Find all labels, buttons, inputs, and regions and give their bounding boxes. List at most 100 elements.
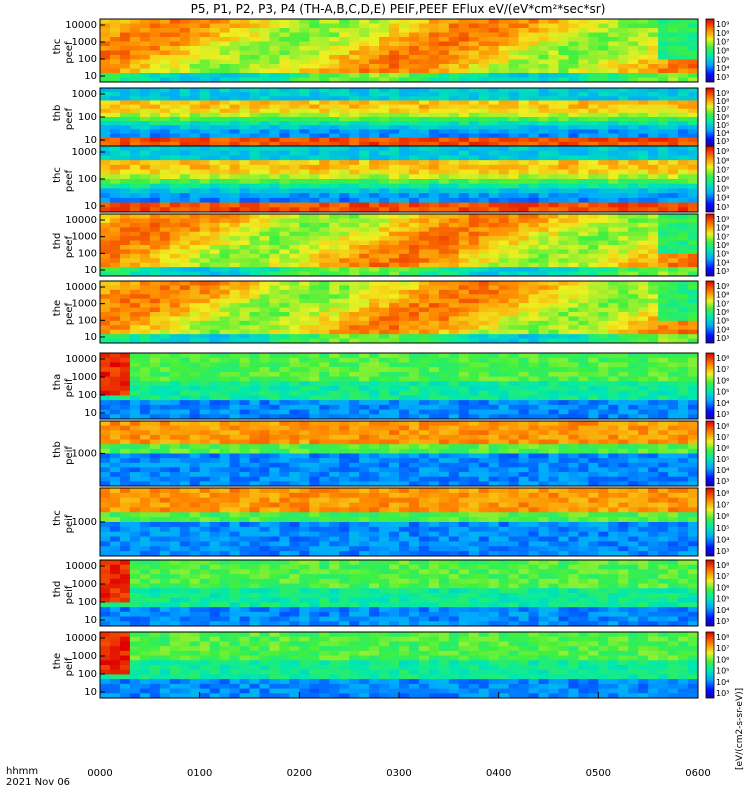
heatmap-cell	[129, 179, 141, 185]
heatmap-cell	[269, 77, 280, 83]
heatmap-cell	[119, 108, 131, 114]
heatmap-cell	[648, 298, 659, 304]
heatmap-cell	[399, 150, 410, 156]
heatmap-cell	[428, 146, 440, 152]
heatmap-cell	[399, 207, 410, 213]
heatmap-cell	[129, 285, 141, 291]
heatmap-cell	[428, 312, 440, 317]
heatmap-cell	[359, 289, 370, 295]
heatmap-cell	[199, 55, 211, 60]
heatmap-cell	[239, 23, 250, 29]
heatmap-cell	[578, 129, 589, 135]
heatmap-cell	[528, 390, 540, 396]
heatmap-cell	[428, 376, 440, 382]
heatmap-cell	[199, 381, 211, 387]
heatmap-cell	[418, 312, 430, 317]
heatmap-cell	[219, 28, 231, 33]
heatmap-cell	[239, 207, 250, 213]
heatmap-cell	[219, 381, 231, 387]
heatmap-cell	[339, 307, 350, 313]
heatmap-cell	[478, 150, 490, 156]
heatmap-cell	[448, 23, 460, 29]
heatmap-cell	[658, 222, 669, 228]
heatmap-cell	[100, 381, 111, 387]
heatmap-cell	[568, 141, 579, 147]
heatmap-cell	[418, 325, 430, 331]
heatmap-cell	[329, 381, 340, 387]
heatmap-cell	[159, 59, 171, 65]
heatmap-cell	[498, 231, 510, 237]
heatmap-cell	[498, 108, 510, 114]
heatmap-cell	[418, 400, 430, 406]
heatmap-cell	[269, 73, 280, 78]
heatmap-cell	[628, 23, 639, 29]
heatmap-cell	[688, 386, 699, 392]
heatmap-cell	[119, 197, 131, 204]
heatmap-cell	[389, 262, 400, 268]
heatmap-cell	[598, 334, 609, 340]
heatmap-cell	[309, 50, 320, 56]
heatmap-cell	[488, 262, 500, 268]
heatmap-cell	[438, 133, 450, 139]
heatmap-cell	[100, 146, 111, 152]
heatmap-cell	[678, 108, 689, 114]
heatmap-cell	[578, 353, 589, 359]
heatmap-cell	[548, 258, 559, 264]
heatmap-cell	[418, 386, 430, 392]
heatmap-cell	[259, 32, 270, 38]
heatmap-cell	[538, 285, 549, 291]
heatmap-cell	[408, 174, 420, 180]
heatmap-cell	[159, 281, 171, 286]
heatmap-cell	[578, 362, 589, 368]
heatmap-cell	[558, 129, 569, 135]
heatmap-cell	[319, 77, 330, 83]
heatmap-cell	[518, 100, 530, 106]
heatmap-cell	[488, 240, 500, 246]
heatmap-cell	[558, 73, 569, 78]
heatmap-cell	[488, 249, 500, 255]
heatmap-cell	[299, 129, 310, 135]
heatmap-cell	[428, 193, 440, 199]
heatmap-cell	[438, 108, 450, 114]
heatmap-cell	[548, 338, 559, 344]
heatmap-cell	[618, 298, 629, 304]
heatmap-cell	[628, 146, 639, 152]
heatmap-cell	[608, 258, 619, 264]
heatmap-cell	[179, 395, 191, 401]
heatmap-cell	[478, 249, 490, 255]
heatmap-cell	[498, 59, 510, 65]
heatmap-cell	[508, 73, 520, 78]
heatmap-cell	[658, 141, 669, 147]
heatmap-cell	[189, 253, 201, 259]
heatmap-cell	[618, 312, 629, 317]
heatmap-cell	[359, 362, 370, 368]
heatmap-cell	[379, 155, 390, 161]
heatmap-cell	[249, 390, 260, 396]
heatmap-cell	[379, 307, 390, 313]
heatmap-cell	[289, 50, 300, 56]
heatmap-cell	[558, 41, 569, 47]
heatmap-cell	[129, 258, 141, 264]
heatmap-cell	[628, 129, 639, 135]
heatmap-cell	[349, 193, 360, 199]
heatmap-cell	[668, 329, 679, 335]
heatmap-cell	[269, 316, 280, 322]
heatmap-cell	[119, 245, 131, 250]
heatmap-cell	[478, 271, 490, 277]
heatmap-cell	[558, 50, 569, 56]
heatmap-cell	[289, 64, 300, 69]
heatmap-cell	[100, 137, 111, 143]
heatmap-cell	[668, 202, 679, 208]
heatmap-cell	[100, 249, 111, 255]
heatmap-cell	[229, 231, 241, 237]
heatmap-cell	[598, 169, 609, 175]
heatmap-cell	[179, 289, 191, 295]
heatmap-cell	[468, 353, 480, 359]
heatmap-cell	[289, 376, 300, 382]
heatmap-cell	[169, 125, 181, 130]
heatmap-cell	[229, 133, 241, 139]
heatmap-cell	[109, 303, 121, 309]
heatmap-cell	[369, 400, 380, 406]
colorbar-tick-label: 10⁸	[716, 97, 729, 106]
heatmap-cell	[498, 37, 510, 42]
